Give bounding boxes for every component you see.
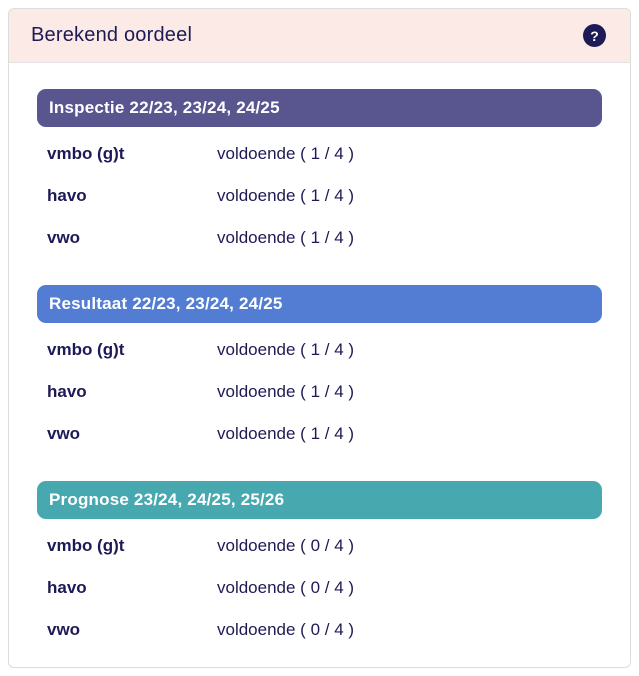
table-row: havo voldoende ( 0 / 4 ) <box>29 567 610 609</box>
row-label: vwo <box>47 228 81 247</box>
row-label: vmbo (g)t <box>47 144 125 163</box>
section-rows: vmbo (g)t voldoende ( 0 / 4 ) havo voldo… <box>29 525 610 651</box>
row-label: vwo <box>47 424 81 443</box>
table-row: vwo voldoende ( 0 / 4 ) <box>29 609 610 651</box>
row-value: voldoende ( 1 / 4 ) <box>217 144 355 163</box>
page-title: Berekend oordeel <box>31 24 193 46</box>
table-row: vmbo (g)t voldoende ( 0 / 4 ) <box>29 525 610 567</box>
row-label: vmbo (g)t <box>47 340 125 359</box>
section-rows: vmbo (g)t voldoende ( 1 / 4 ) havo voldo… <box>29 133 610 259</box>
help-icon[interactable]: ? <box>583 24 606 47</box>
section-resultaat: Resultaat 22/23, 23/24, 24/25 vmbo (g)t … <box>29 285 610 455</box>
row-value: voldoende ( 0 / 4 ) <box>217 620 355 639</box>
row-value: voldoende ( 1 / 4 ) <box>217 424 355 443</box>
row-value: voldoende ( 1 / 4 ) <box>217 382 355 401</box>
table-row: vwo voldoende ( 1 / 4 ) <box>29 413 610 455</box>
row-label: vwo <box>47 620 81 639</box>
row-label: havo <box>47 578 87 597</box>
row-value: voldoende ( 1 / 4 ) <box>217 228 355 247</box>
table-row: havo voldoende ( 1 / 4 ) <box>29 371 610 413</box>
panel-content: Inspectie 22/23, 23/24, 24/25 vmbo (g)t … <box>9 63 630 667</box>
row-label: havo <box>47 186 87 205</box>
row-label: vmbo (g)t <box>47 536 125 555</box>
table-row: vwo voldoende ( 1 / 4 ) <box>29 217 610 259</box>
row-value: voldoende ( 0 / 4 ) <box>217 536 355 555</box>
row-value: voldoende ( 1 / 4 ) <box>217 186 355 205</box>
table-row: vmbo (g)t voldoende ( 1 / 4 ) <box>29 329 610 371</box>
section-header-inspectie: Inspectie 22/23, 23/24, 24/25 <box>37 89 602 127</box>
section-prognose: Prognose 23/24, 24/25, 25/26 vmbo (g)t v… <box>29 481 610 651</box>
section-inspectie: Inspectie 22/23, 23/24, 24/25 vmbo (g)t … <box>29 89 610 259</box>
row-value: voldoende ( 1 / 4 ) <box>217 340 355 359</box>
table-row: havo voldoende ( 1 / 4 ) <box>29 175 610 217</box>
section-header-prognose: Prognose 23/24, 24/25, 25/26 <box>37 481 602 519</box>
section-rows: vmbo (g)t voldoende ( 1 / 4 ) havo voldo… <box>29 329 610 455</box>
table-row: vmbo (g)t voldoende ( 1 / 4 ) <box>29 133 610 175</box>
row-label: havo <box>47 382 87 401</box>
panel-header: Berekend oordeel ? <box>9 9 630 63</box>
row-value: voldoende ( 0 / 4 ) <box>217 578 355 597</box>
section-header-resultaat: Resultaat 22/23, 23/24, 24/25 <box>37 285 602 323</box>
berekend-oordeel-panel: Berekend oordeel ? Inspectie 22/23, 23/2… <box>8 8 631 668</box>
